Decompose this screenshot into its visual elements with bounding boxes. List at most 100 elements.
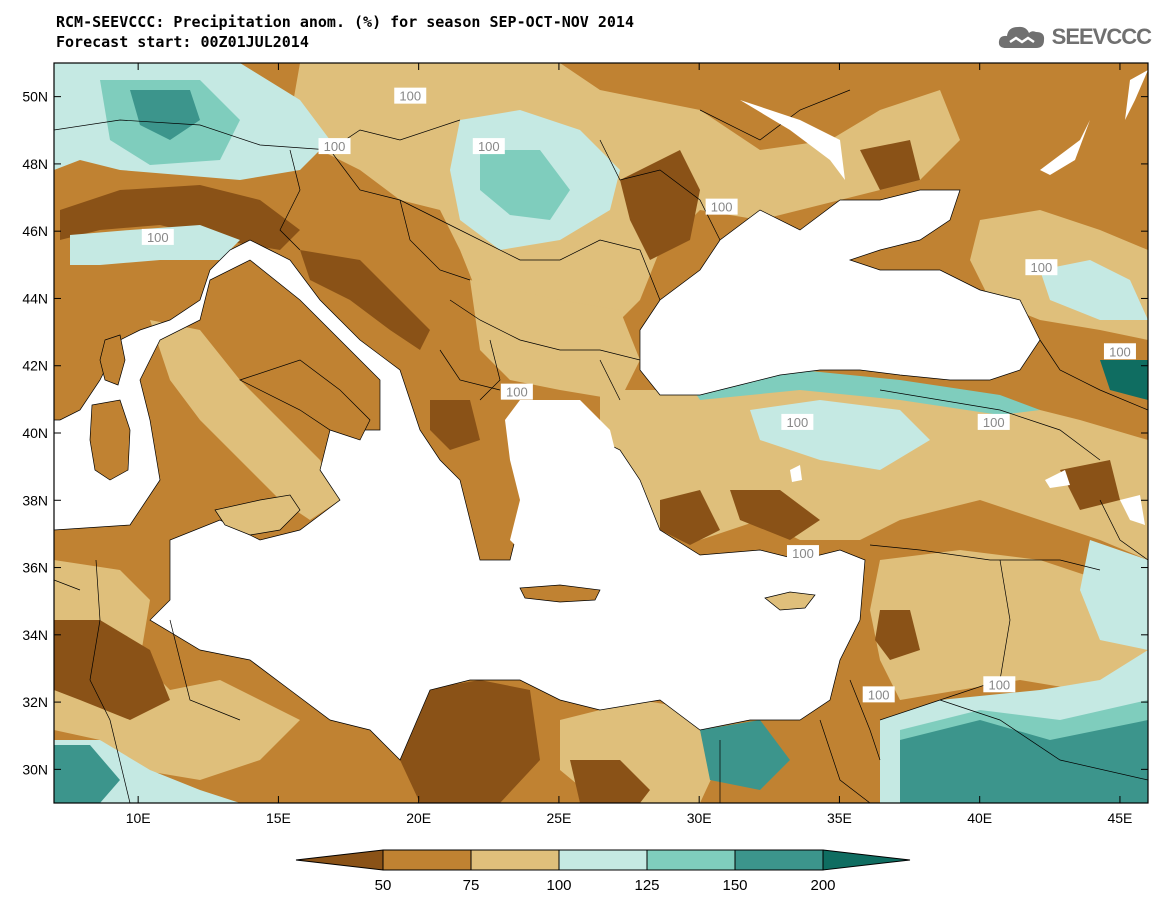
logo-text: SEEVCCC [1051, 24, 1152, 49]
field-dark-brown-libya [400, 680, 540, 803]
mask-patch-russia [1040, 120, 1090, 175]
contour-label-bg [862, 686, 895, 703]
contour-label: 100 [147, 230, 169, 245]
colorbar-label: 200 [810, 877, 835, 894]
contour-label: 100 [787, 415, 809, 430]
contour-label-bg [983, 676, 1016, 693]
contour-label: 100 [983, 415, 1005, 430]
island-corsica [99, 334, 126, 386]
lon-tick-label: 35E [827, 810, 852, 826]
contour-label: 100 [478, 139, 500, 154]
lat-tick-label: 46N [22, 223, 48, 239]
colorbar-box-2 [470, 849, 560, 871]
field-light-brown-balkans [470, 280, 640, 400]
colorbar-box-3 [558, 849, 648, 871]
field-light-teal-caucasus [1040, 260, 1148, 320]
field-dark-brown-carpathian [620, 150, 700, 260]
contour-label-bg [141, 228, 174, 245]
colorbar-label: 75 [463, 877, 480, 894]
colorbar-label: 125 [634, 877, 659, 894]
colorbar-upper-triangle [822, 849, 911, 871]
field-dark-brown-anatolia-2 [730, 490, 820, 540]
colorbar: 50 75 100 125 150 200 [295, 849, 911, 894]
contour-label: 100 [324, 139, 346, 154]
field-dark-brown-egypt [570, 760, 650, 803]
island-sicily [214, 494, 301, 536]
field-dark-teal-nw [130, 90, 200, 140]
field-dark-brown-dinaric [300, 250, 430, 350]
contour-label: 100 [1109, 344, 1131, 359]
lat-tick-label: 30N [22, 761, 48, 777]
contour-label: 100 [711, 200, 733, 215]
field-light-teal-iran [1080, 540, 1148, 650]
field-dark-brown-greece [430, 400, 480, 450]
mask-patch-ukraine [740, 100, 845, 180]
field-light-brown-africa [54, 560, 300, 780]
field-dark-brown-syria [875, 610, 920, 660]
lon-tick-label: 40E [967, 810, 992, 826]
field-dark-brown-anatolia [660, 490, 720, 545]
colorbar-label: 150 [722, 877, 747, 894]
field-light-brown-italy [150, 320, 340, 520]
lat-tick-label: 44N [22, 290, 48, 306]
field-dark-brown-tunisia [54, 620, 170, 720]
seevccc-logo: SEEVCCC [996, 22, 1152, 52]
lat-tick-label: 48N [22, 156, 48, 172]
contour-label: 100 [506, 385, 528, 400]
latitude-axis: 30N 32N 34N 36N 38N 40N 42N 44N 46N 48N 50N [22, 89, 1148, 777]
field-light-teal-alps [70, 225, 240, 265]
mask-patch-iran [1120, 495, 1145, 525]
colorbar-lower-triangle [295, 849, 384, 871]
field-dark-brown-ukraine [860, 140, 920, 190]
country-borders [54, 89, 1148, 803]
contour-label: 100 [988, 677, 1010, 692]
field-dark-brown-alps [60, 185, 300, 250]
contour-label-bg [500, 383, 533, 400]
mask-patch-armenia [1045, 470, 1070, 488]
cloud-icon [998, 26, 1044, 48]
sea-black-sea [639, 189, 1041, 396]
island-crete [519, 584, 601, 603]
title-line-2: Forecast start: 00Z01JUL2014 [56, 33, 309, 51]
lon-tick-label: 30E [687, 810, 712, 826]
lon-tick-label: 20E [406, 810, 431, 826]
contour-label-bg [1103, 343, 1136, 360]
map-field [54, 63, 1148, 803]
island-italy-heel [239, 359, 371, 441]
contour-label-bg [781, 413, 814, 430]
sea-aegean-islands [505, 400, 620, 560]
lon-tick-label: 45E [1107, 810, 1132, 826]
island-cyprus [764, 591, 816, 611]
field-teal-carpathian [480, 150, 570, 220]
contour-label: 100 [792, 546, 814, 561]
contour-label-bg [1025, 259, 1058, 276]
lon-tick-label: 10E [126, 810, 151, 826]
lat-tick-label: 50N [22, 89, 48, 105]
longitude-axis: 10E 15E 20E 25E 30E 35E 40E 45E [126, 63, 1132, 826]
field-dark-teal-arabia [900, 720, 1148, 803]
chart-title: RCM-SEEVCCC: Precipitation anom. (%) for… [56, 12, 634, 52]
lat-tick-label: 38N [22, 492, 48, 508]
field-dark-teal-georgia [1100, 360, 1148, 400]
contour-label-bg [472, 138, 505, 155]
contour-label-bg [394, 87, 427, 104]
mask-patch-russia-2 [1125, 70, 1148, 120]
colorbar-box-1 [382, 849, 472, 871]
colorbar-box-4 [646, 849, 736, 871]
contour-label: 100 [1031, 260, 1053, 275]
colorbar-label: 100 [546, 877, 571, 894]
lon-tick-label: 25E [546, 810, 571, 826]
lat-tick-label: 34N [22, 627, 48, 643]
contour-labels: 100 100 100 100 100 100 100 100 100 100 100 100 100 [141, 87, 1136, 703]
lon-tick-label: 15E [266, 810, 291, 826]
contour-label: 100 [399, 89, 421, 104]
contour-label-bg [318, 138, 351, 155]
lat-tick-label: 40N [22, 425, 48, 441]
field-dark-brown-iran [1060, 460, 1120, 510]
field-teal-black-sea-south [690, 370, 1040, 415]
colorbar-label: 50 [375, 877, 392, 894]
contour-label-bg [786, 545, 819, 562]
contour-label-bg [705, 198, 738, 215]
field-dark-teal-algeria [54, 745, 120, 803]
